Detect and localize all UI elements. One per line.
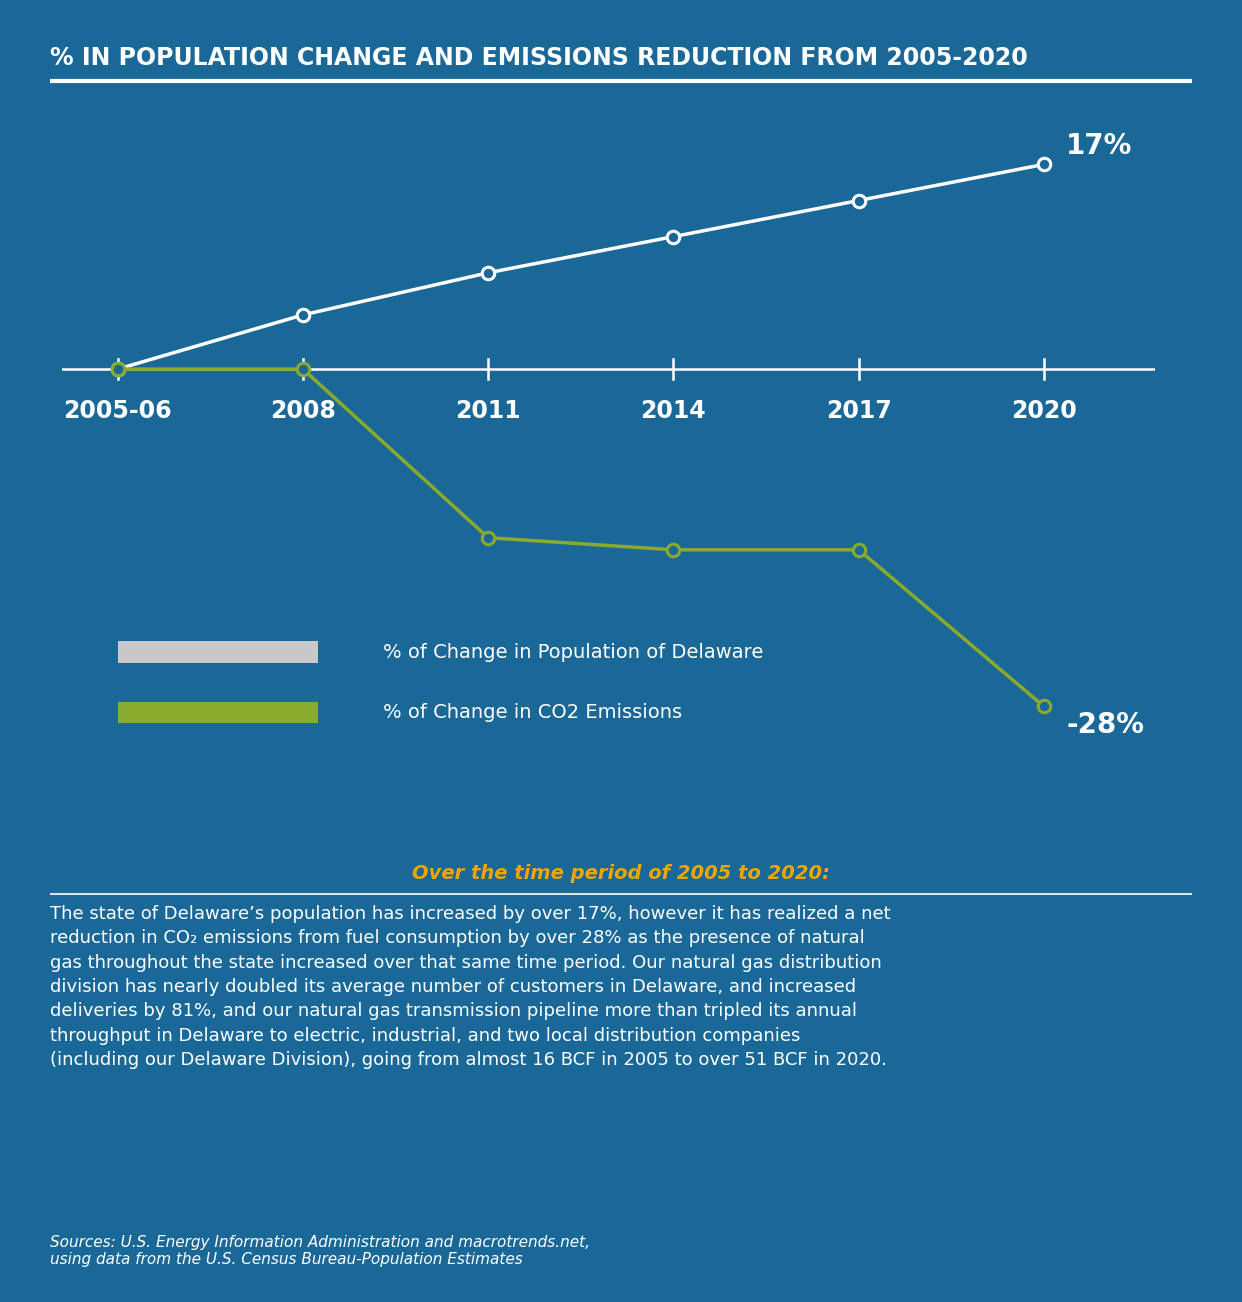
Text: % of Change in CO2 Emissions: % of Change in CO2 Emissions (383, 703, 682, 721)
Text: 2011: 2011 (456, 400, 520, 423)
Text: 2014: 2014 (641, 400, 707, 423)
Text: 2005-06: 2005-06 (63, 400, 171, 423)
Text: The state of Delaware’s population has increased by over 17%, however it has rea: The state of Delaware’s population has i… (50, 905, 891, 1069)
Bar (118, 702, 318, 723)
Text: -28%: -28% (1066, 711, 1144, 740)
Text: 2017: 2017 (826, 400, 892, 423)
Text: % of Change in Population of Delaware: % of Change in Population of Delaware (383, 643, 763, 661)
Text: Over the time period of 2005 to 2020:: Over the time period of 2005 to 2020: (412, 863, 830, 883)
Bar (118, 642, 318, 663)
Text: Sources: U.S. Energy Information Administration and macrotrends.net,
using data : Sources: U.S. Energy Information Adminis… (50, 1234, 590, 1267)
Text: 2008: 2008 (270, 400, 335, 423)
Text: % IN POPULATION CHANGE AND EMISSIONS REDUCTION FROM 2005-2020: % IN POPULATION CHANGE AND EMISSIONS RED… (50, 46, 1027, 69)
Text: 17%: 17% (1066, 132, 1133, 160)
Text: 2020: 2020 (1011, 400, 1077, 423)
